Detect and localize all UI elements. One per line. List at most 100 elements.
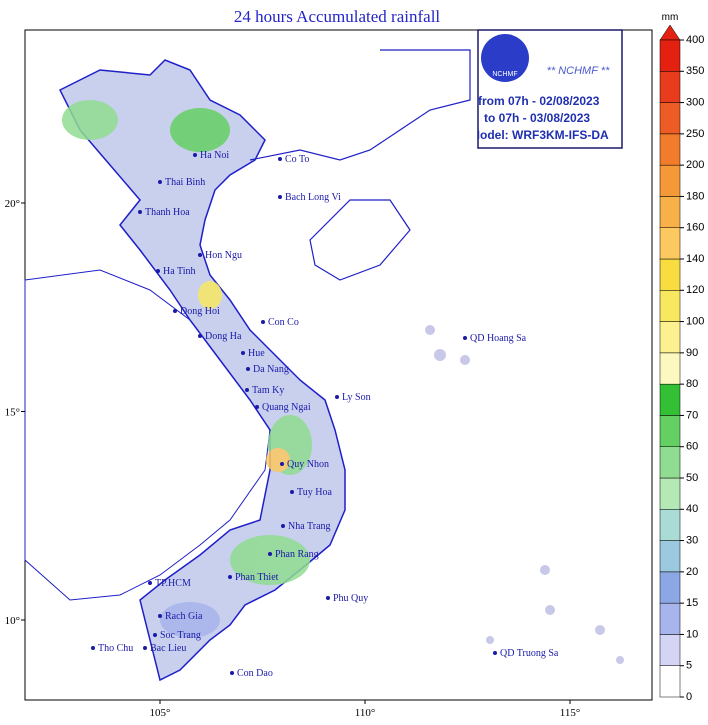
colorbar-label: 30 — [686, 534, 698, 546]
colorbar-label: 250 — [686, 128, 704, 140]
colorbar-cell — [659, 383, 681, 416]
rain-areas — [62, 100, 312, 638]
colorbar-cell — [659, 71, 681, 103]
colorbar-label: 90 — [686, 347, 698, 359]
colorbar-cell — [659, 39, 681, 72]
place-label: Ly Son — [342, 392, 371, 403]
place-label: Co To — [285, 154, 309, 165]
place-marker — [246, 367, 250, 371]
x-tick-label: 115° — [560, 707, 581, 719]
place-marker — [241, 351, 245, 355]
place-marker — [158, 180, 162, 184]
place-label: Dong Ha — [205, 331, 242, 342]
place-marker — [280, 462, 284, 466]
colorbar-label: 160 — [686, 222, 704, 234]
place-marker — [278, 195, 282, 199]
colorbar-cell — [659, 102, 681, 135]
colorbar: mm 0 5 10 15 20 30 40 50 60 70 80 90 100 120 140 160 180… — [659, 12, 704, 703]
logo-text: NCHMF — [492, 71, 517, 78]
colorbar-label: 15 — [686, 597, 698, 609]
place-marker — [463, 336, 467, 340]
place-marker — [198, 253, 202, 257]
colorbar-label: 120 — [686, 284, 704, 296]
colorbar-cell — [659, 634, 681, 666]
place-marker — [255, 405, 259, 409]
colorbar-label: 200 — [686, 159, 704, 171]
place-label: QD Truong Sa — [500, 648, 559, 659]
place-marker — [91, 646, 95, 650]
colorbar-cell — [659, 133, 681, 166]
colorbar-cell — [659, 415, 681, 447]
colorbar-label: 0 — [686, 691, 692, 703]
agency: ** NCHMF ** — [547, 65, 610, 77]
place-label: Tuy Hoa — [297, 487, 332, 498]
place-marker — [281, 524, 285, 528]
place-marker — [173, 309, 177, 313]
place-label: Soc Trang — [160, 630, 201, 641]
colorbar-cell — [659, 258, 681, 291]
colorbar-cell — [659, 477, 681, 510]
colorbar-unit: mm — [662, 12, 679, 23]
place-marker — [158, 614, 162, 618]
colorbar-label: 140 — [686, 253, 704, 265]
colorbar-cell — [659, 321, 681, 354]
place-marker — [193, 153, 197, 157]
place-marker — [335, 395, 339, 399]
place-label: Quang Ngai — [262, 402, 311, 413]
info-frame — [477, 29, 623, 149]
x-tick-label: 105° — [150, 707, 171, 719]
colorbar-cell — [659, 571, 681, 604]
place-label: Phan Thiet — [235, 572, 279, 583]
place-label: Nha Trang — [288, 521, 331, 532]
colorbar-label: 80 — [686, 378, 698, 390]
colorbar-cell — [659, 352, 681, 385]
place-label: Phan Rang — [275, 549, 319, 560]
model: Model: WRF3KM-IFS-DA — [470, 128, 609, 142]
place-label: QD Hoang Sa — [470, 333, 527, 344]
title: 24 hours Accumulated rainfall — [234, 7, 441, 26]
place-label: Bac Lieu — [150, 643, 186, 654]
place-label: Hue — [248, 348, 265, 359]
place-marker — [198, 334, 202, 338]
place-label: Tho Chu — [98, 643, 133, 654]
place-label: Da Nang — [253, 364, 289, 375]
place-marker — [148, 581, 152, 585]
place-label: Tam Ky — [252, 385, 284, 396]
colorbar-label: 40 — [686, 503, 698, 515]
place-label: Thai Binh — [165, 177, 205, 188]
logo — [481, 34, 529, 82]
y-tick-label: 15° — [5, 407, 20, 419]
place-label: Con Co — [268, 317, 299, 328]
colorbar-cell — [659, 665, 681, 698]
place-label: Ha Tinh — [163, 266, 196, 277]
colorbar-label: 400 — [686, 34, 704, 46]
place-label: Quy Nhon — [287, 459, 329, 470]
place-marker — [138, 210, 142, 214]
place-marker — [143, 646, 147, 650]
place-label: Bach Long Vi — [285, 192, 341, 203]
place-marker — [228, 575, 232, 579]
colorbar-cell — [659, 509, 681, 541]
colorbar-label: 350 — [686, 65, 704, 77]
china-hainan-coast — [249, 49, 471, 281]
colorbar-cell — [659, 164, 681, 197]
colorbar-label: 50 — [686, 472, 698, 484]
colorbar-label: 70 — [686, 409, 698, 421]
colorbar-cell — [659, 227, 681, 260]
colorbar-label: 180 — [686, 190, 704, 202]
colorbar-cell — [659, 446, 681, 479]
colorbar-cell — [659, 196, 681, 228]
place-marker — [245, 388, 249, 392]
colorbar-label: 10 — [686, 628, 698, 640]
laos-cambodia-border — [24, 269, 271, 601]
colorbar-arrow — [659, 24, 681, 41]
place-label: TP.HCM — [155, 578, 191, 589]
place-marker — [290, 490, 294, 494]
place-label: Ha Noi — [200, 150, 229, 161]
place-label: Phu Quy — [333, 593, 368, 604]
place-marker — [261, 320, 265, 324]
x-tick-label: 110° — [355, 707, 376, 719]
place-label: Dong Hoi — [180, 306, 220, 317]
place-marker — [278, 157, 282, 161]
